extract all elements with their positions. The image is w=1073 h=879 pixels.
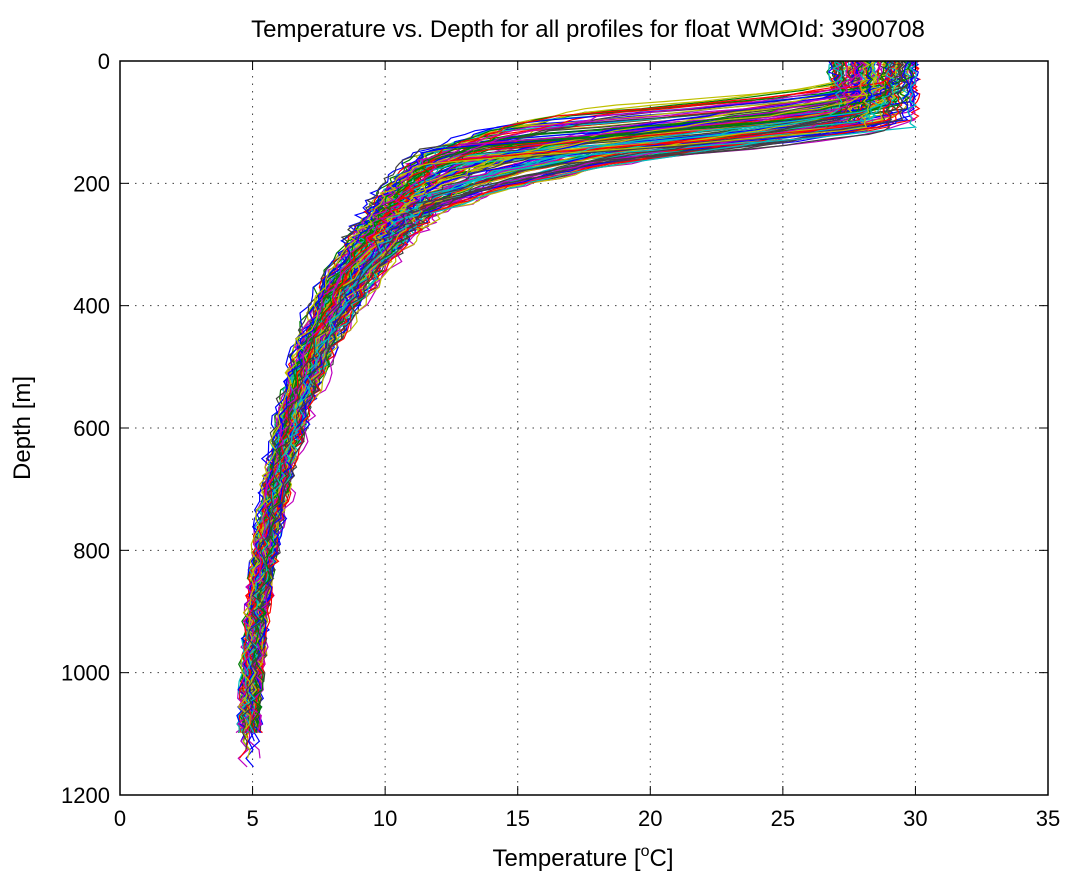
x-tick-label: 30	[903, 806, 927, 831]
y-axis-label: Depth [m]	[9, 376, 36, 480]
y-tick-label: 600	[73, 416, 110, 441]
x-tick-label: 10	[373, 806, 397, 831]
y-tick-label: 1000	[61, 661, 110, 686]
x-axis-label-main: Temperature [	[493, 845, 641, 872]
x-axis-label: Temperature [oC]	[493, 843, 674, 872]
profile-line	[248, 60, 874, 733]
x-tick-label: 5	[246, 806, 258, 831]
x-tick-label: 0	[114, 806, 126, 831]
y-tick-labels: 0 200 400 600 800 1000 1200	[61, 49, 110, 808]
x-axis-label-tail: C]	[649, 845, 673, 872]
profile-line	[237, 60, 871, 734]
profile-line	[241, 60, 898, 750]
y-tick-label: 200	[73, 171, 110, 196]
x-tick-label: 35	[1036, 806, 1060, 831]
profile-line	[241, 60, 843, 734]
y-tick-label: 800	[73, 538, 110, 563]
profile-line	[236, 60, 867, 734]
y-tick-label: 1200	[61, 783, 110, 808]
y-tick-label: 0	[98, 49, 110, 74]
y-tick-label: 400	[73, 294, 110, 319]
profile-lines	[235, 60, 922, 768]
x-tick-labels: 0 5 10 15 20 25 30 35	[114, 806, 1060, 831]
x-tick-label: 20	[638, 806, 662, 831]
chart-title: Temperature vs. Depth for all profiles f…	[251, 16, 925, 43]
tick-marks	[119, 60, 1049, 796]
profile-line	[238, 60, 892, 733]
x-tick-label: 15	[505, 806, 529, 831]
x-tick-label: 25	[771, 806, 795, 831]
x-axis-label-superscript: o	[641, 843, 650, 860]
profile-line	[250, 60, 901, 733]
profile-line	[241, 60, 878, 734]
grid	[120, 61, 1048, 795]
